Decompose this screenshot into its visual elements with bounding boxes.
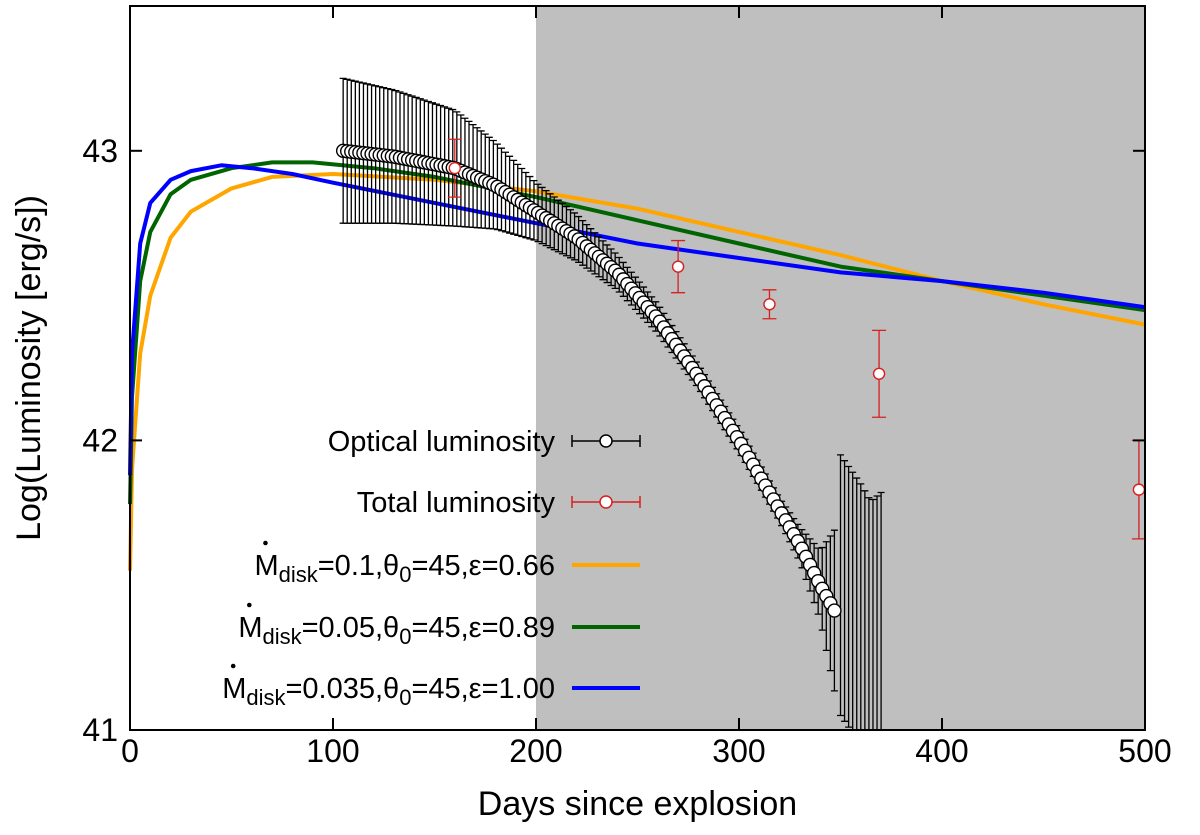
model-curve-3 xyxy=(128,172,1146,571)
x-tick-label: 0 xyxy=(121,733,139,769)
legend-overdot xyxy=(263,540,268,546)
legend-text: M xyxy=(238,612,262,644)
legend-subscript: disk xyxy=(262,624,302,649)
data-point xyxy=(872,367,886,380)
legend-subscript: 0 xyxy=(399,624,411,649)
legend-label: Mdisk=0.035,θ0=45,ε=1.00 xyxy=(222,673,555,710)
legend-subscript: 0 xyxy=(399,562,411,587)
legend-text: =45,ε=0.66 xyxy=(411,550,555,582)
legend-text: M xyxy=(222,673,246,705)
data-point xyxy=(763,298,776,311)
y-tick-label: 42 xyxy=(82,422,118,458)
y-tick-label: 43 xyxy=(82,133,118,169)
error-bar xyxy=(841,460,849,722)
legend-overdot xyxy=(230,663,236,669)
legend-label: Mdisk=0.05,θ0=45,ε=0.89 xyxy=(238,612,555,649)
data-point xyxy=(827,603,842,618)
legend-label: Total luminosity xyxy=(357,487,556,519)
legend-overdot xyxy=(247,602,252,608)
x-tick-label: 100 xyxy=(306,733,359,769)
data-point xyxy=(1132,483,1146,496)
x-tick-label: 500 xyxy=(1118,733,1171,769)
error-bar xyxy=(837,454,844,717)
data-point xyxy=(671,260,685,273)
plot-frame xyxy=(129,5,1146,731)
x-axis-title: Days since explosion xyxy=(478,785,797,823)
legend-text: =0.035,θ xyxy=(285,673,399,705)
legend-text: =0.05,θ xyxy=(302,612,400,644)
model-curve-5 xyxy=(128,163,1146,476)
x-tick-label: 200 xyxy=(509,733,562,769)
x-tick-label: 400 xyxy=(915,733,968,769)
axis-ticks: 0 100 200 300 400 500 41 42 43 xyxy=(82,6,1172,769)
legend-label: Mdisk=0.1,θ0=45,ε=0.66 xyxy=(254,550,555,587)
y-tick-label: 41 xyxy=(82,712,118,748)
legend-label: Optical luminosity xyxy=(328,426,556,458)
legend-marker xyxy=(599,495,613,509)
legend-marker xyxy=(599,434,613,448)
data-point xyxy=(448,161,461,175)
x-tick-label: 300 xyxy=(712,733,765,769)
data-points xyxy=(335,143,1146,618)
y-axis-title: Log(Luminosity [erg/s]) xyxy=(10,195,48,541)
legend-text: =45,ε=1.00 xyxy=(411,673,555,705)
legend-text: M xyxy=(254,550,278,582)
error-bar xyxy=(845,465,853,728)
legend-text: =0.1,θ xyxy=(318,550,399,582)
legend-subscript: disk xyxy=(279,562,319,587)
legend-subscript: 0 xyxy=(399,685,411,710)
legend-subscript: disk xyxy=(246,685,286,710)
legend-text: =45,ε=0.89 xyxy=(411,612,555,644)
